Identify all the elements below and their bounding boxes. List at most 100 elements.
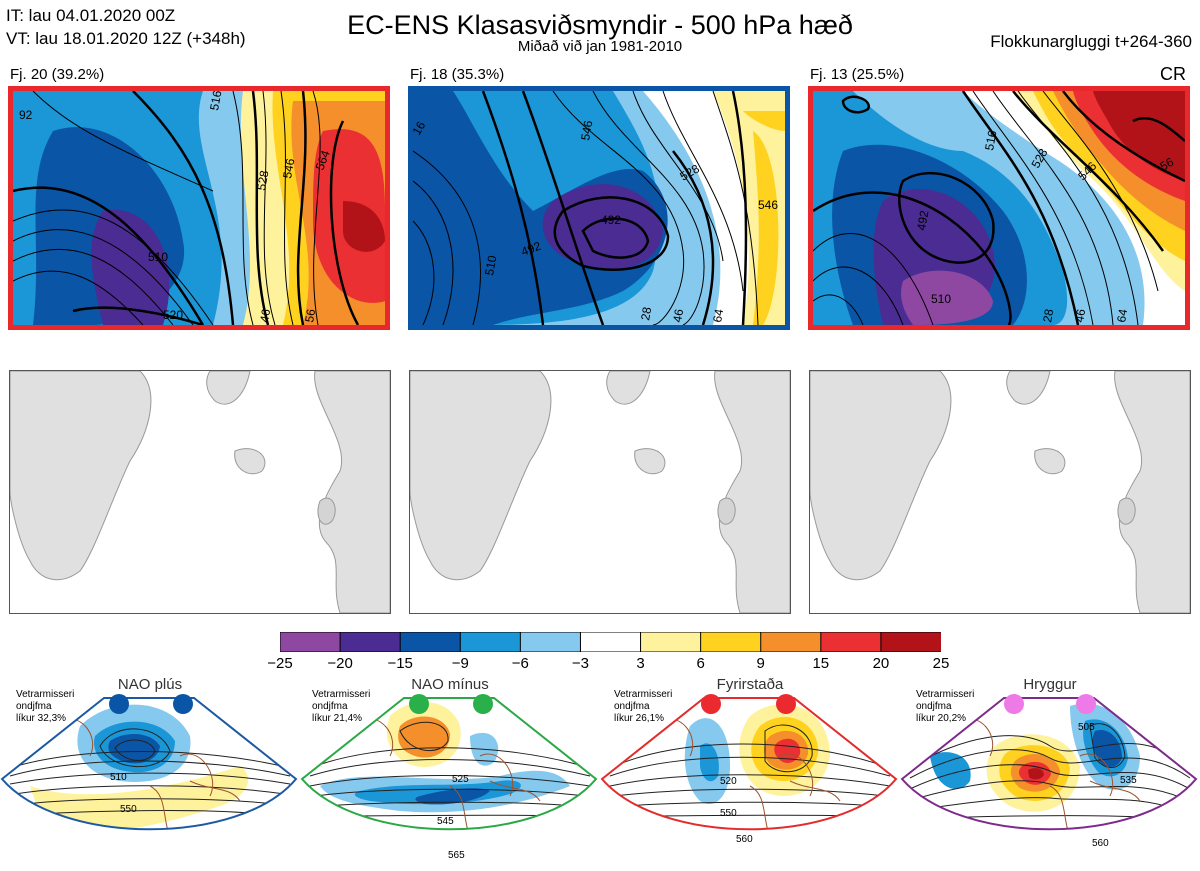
contour-label: 56	[302, 308, 318, 324]
contour-label: 520	[163, 308, 183, 322]
info-line: líkur 20,2%	[916, 713, 967, 724]
regime-3-dot	[776, 694, 796, 714]
valid-time: VT: lau 18.01.2020 12Z (+348h)	[6, 29, 246, 48]
colorbar-tick: 25	[932, 655, 950, 672]
contour-label: 28	[638, 306, 654, 322]
regime-4-title: Hryggur	[1023, 676, 1077, 693]
header-info: IT: lau 04.01.2020 00Z VT: lau 18.01.202…	[6, 4, 246, 50]
contour-label: 516	[207, 91, 224, 112]
contour-label: 564	[313, 148, 333, 172]
colorbar-tick: −6	[511, 655, 529, 672]
regime-1-info: Vetrarmisseri ondjfma líkur 32,3%	[16, 689, 74, 725]
info-line: líkur 26,1%	[614, 713, 665, 724]
cluster-2-field: 16 546 528 492 492 510 546 28 46 64	[413, 91, 785, 325]
regime-2-dot	[473, 694, 493, 714]
regime-3-dot	[701, 694, 721, 714]
colorbar-tick: 9	[756, 655, 765, 672]
anomaly-colorbar	[280, 632, 941, 652]
contour-label: 28	[1040, 308, 1056, 324]
cluster-1-field: 92 516 528 546 564 510 520 46 56	[13, 91, 385, 325]
info-line: Vetrarmisseri	[916, 689, 975, 700]
contour-label: 535	[1120, 775, 1137, 786]
contour-label: 545	[437, 816, 454, 827]
colorbar-tick: −15	[387, 655, 413, 672]
contour-label: 516	[982, 129, 999, 151]
contour-label: 92	[19, 108, 33, 122]
cluster-3-map: 516 528 546 56 492 510 28 46 64	[808, 86, 1190, 330]
regime-2-info: Vetrarmisseri ondjfma líkur 21,4%	[312, 689, 370, 725]
basemap-land	[810, 371, 1190, 613]
contour-label: 560	[1092, 838, 1109, 849]
cluster-3-tag: CR	[1160, 64, 1186, 84]
contour-label: 550	[720, 808, 737, 819]
regime-2-title: NAO mínus	[411, 676, 489, 693]
colorbar-tick: 6	[696, 655, 705, 672]
info-line: ondjfma	[312, 701, 348, 712]
contour-label: 510	[110, 772, 127, 783]
regime-1-dot	[173, 694, 193, 714]
contour-label: 546	[280, 157, 297, 179]
cluster-3-label: Fj. 13 (25.5%)	[810, 66, 905, 83]
basemap-land	[10, 371, 390, 613]
colorbar-swatch	[640, 632, 702, 652]
regime-4-map: 505 535 560	[900, 694, 1198, 849]
contour-label: 492	[914, 209, 931, 231]
colorbar-tick: −3	[571, 655, 589, 672]
cluster-2-label: Fj. 18 (35.3%)	[410, 66, 505, 83]
colorbar-swatch	[339, 632, 402, 652]
contour-label: 520	[720, 776, 737, 787]
colorbar-tick: −9	[451, 655, 469, 672]
contour-label: 510	[148, 250, 168, 264]
regime-1-map: 510 550	[0, 694, 298, 831]
regime-2-dot	[409, 694, 429, 714]
colorbar-swatch	[519, 632, 582, 652]
page-subtitle: Miðað við jan 1981-2010	[517, 38, 683, 55]
contour-label: 560	[736, 834, 753, 845]
contour-label: 528	[254, 169, 271, 191]
regime-1-title: NAO plús	[117, 676, 183, 693]
contour-label: 525	[452, 774, 469, 785]
colorbar-tick: −25	[267, 655, 293, 672]
initial-time: IT: lau 04.01.2020 00Z	[6, 6, 176, 25]
info-line: Vetrarmisseri	[16, 689, 75, 700]
regime-3-map: 520 550 560	[600, 694, 898, 845]
colorbar-swatch	[579, 632, 642, 652]
contour-label: 64	[1114, 308, 1130, 324]
contour-label: 546	[758, 198, 778, 212]
contour-label: 46	[1072, 308, 1088, 324]
basemap-land	[410, 371, 790, 613]
regime-3-info: Vetrarmisseri ondjfma líkur 26,1%	[614, 689, 672, 725]
colorbar-tick: −20	[327, 655, 353, 672]
colorbar-swatch	[760, 632, 822, 652]
contour-label: 56	[1158, 155, 1177, 174]
cluster-2-map: 16 546 528 492 492 510 546 28 46 64	[408, 86, 790, 330]
regime-2-map: 525 545 565	[300, 694, 598, 861]
contour-label: 550	[120, 804, 137, 815]
cluster-1-map: 92 516 528 546 564 510 520 46 56	[8, 86, 390, 330]
contour-label: 510	[931, 292, 951, 306]
info-line: Vetrarmisseri	[312, 689, 371, 700]
info-line: ondjfma	[916, 701, 952, 712]
contour-label: 46	[257, 308, 273, 324]
basemap-3	[809, 370, 1191, 614]
cluster-3-field: 516 528 546 56 492 510 28 46 64	[813, 91, 1185, 325]
colorbar-swatch	[459, 632, 522, 652]
classification-window: Flokkunargluggi t+264-360	[990, 32, 1192, 51]
regime-1-dot	[109, 694, 129, 714]
info-line: ondjfma	[16, 701, 52, 712]
contour-label: 492	[601, 213, 621, 227]
regime-3-title: Fyrirstaða	[716, 676, 784, 693]
colorbar-tick: 3	[636, 655, 645, 672]
info-line: líkur 21,4%	[312, 713, 363, 724]
colorbar-tick: 15	[812, 655, 830, 672]
colorbar-tick: 20	[872, 655, 890, 672]
colorbar-swatch	[820, 632, 882, 652]
regime-4-dot	[1004, 694, 1024, 714]
basemap-1	[9, 370, 391, 614]
info-line: Vetrarmisseri	[614, 689, 673, 700]
contour-label: 492	[519, 239, 543, 259]
colorbar-swatch	[700, 632, 762, 652]
regime-4-info: Vetrarmisseri ondjfma líkur 20,2%	[916, 689, 974, 725]
contour-label: 64	[710, 308, 726, 324]
contour-label: 565	[448, 850, 465, 861]
